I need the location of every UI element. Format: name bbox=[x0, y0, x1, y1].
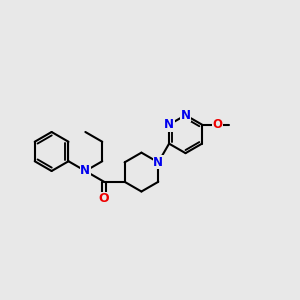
Text: N: N bbox=[181, 109, 190, 122]
Text: N: N bbox=[164, 118, 174, 131]
Text: N: N bbox=[153, 156, 163, 169]
Text: O: O bbox=[99, 192, 110, 205]
Text: O: O bbox=[212, 118, 222, 131]
Text: N: N bbox=[80, 164, 90, 178]
